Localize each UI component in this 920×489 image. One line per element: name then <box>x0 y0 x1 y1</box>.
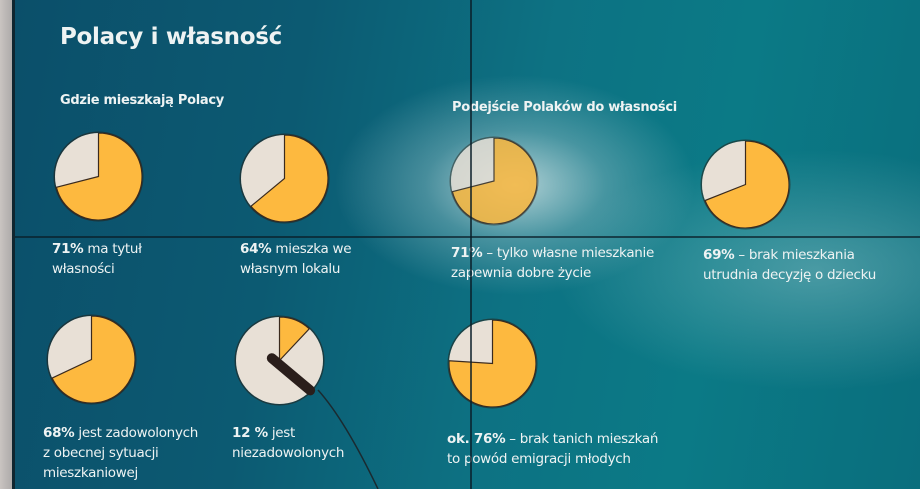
presentation-slide <box>15 0 920 489</box>
caption-emigration: ok. 76% – brak tanich mieszkań to powód e… <box>447 431 659 467</box>
wall-background <box>0 0 14 489</box>
caption-satisfied: 68% jest zadowolonych z obecnej sytuacji m… <box>43 425 199 481</box>
screen-seam-vertical <box>470 0 472 489</box>
caption-own-apartment: 64% mieszka we własnym lokalu <box>240 241 352 277</box>
section-title-right: Podejście Polaków do własności <box>452 100 677 115</box>
caption-good-life: 71% – tylko własne mieszkanie zapewnia do… <box>451 245 655 281</box>
slide-title: Polacy i własność <box>60 24 282 50</box>
pie-chart-child-decision <box>702 141 789 228</box>
pie-chart-satisfied <box>48 316 135 403</box>
caption-child-decision: 69% – brak mieszkania utrudnia decyzję o … <box>703 247 876 283</box>
pie-chart-ownership <box>55 133 142 220</box>
pie-chart-own-apartment <box>241 135 328 222</box>
screen-bezel <box>12 0 16 489</box>
section-title-left: Gdzie mieszkają Polacy <box>60 93 224 108</box>
caption-ownership: 71% ma tytuł własności <box>52 241 142 277</box>
screen-seam-horizontal <box>15 236 920 238</box>
caption-dissatisfied: 12 % jest niezadowolonych <box>232 425 345 461</box>
pie-chart-good-life <box>451 138 537 224</box>
